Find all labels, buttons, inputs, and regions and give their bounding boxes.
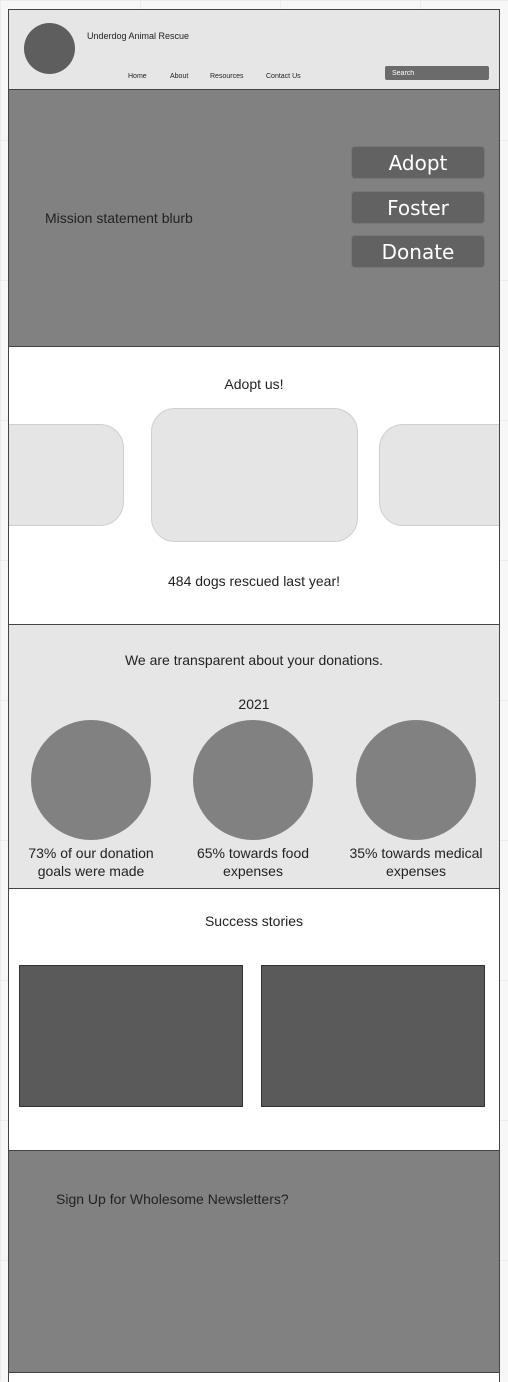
stat-label-line: goals were made bbox=[37, 863, 145, 879]
stat-label-line: 73% of our donation bbox=[28, 845, 154, 861]
donate-button[interactable]: Donate bbox=[351, 235, 485, 268]
stat-label-line: 65% towards food bbox=[196, 845, 310, 861]
nav-about[interactable]: About bbox=[170, 73, 189, 80]
newsletter-signup-title[interactable]: Sign Up for Wholesome Newsletters? bbox=[56, 1191, 289, 1207]
logo[interactable] bbox=[24, 23, 75, 74]
story-card-2[interactable] bbox=[261, 965, 485, 1107]
org-name: Underdog Animal Rescue bbox=[87, 31, 190, 41]
adopt-title: Adopt us! bbox=[224, 376, 284, 392]
pet-card-right[interactable] bbox=[379, 424, 499, 526]
stat-label-goals: 73% of our donation goals were made bbox=[10, 844, 172, 880]
success-stories-section: Success stories bbox=[9, 889, 499, 1151]
search-input[interactable] bbox=[385, 66, 489, 80]
pet-card-center[interactable] bbox=[151, 408, 358, 542]
newsletter-section: Sign Up for Wholesome Newsletters? bbox=[9, 1151, 499, 1373]
site-header: Underdog Animal Rescue Home About Resour… bbox=[9, 10, 499, 90]
nav-home[interactable]: Home bbox=[128, 73, 147, 80]
donations-year: 2021 bbox=[238, 696, 270, 712]
pet-card-left[interactable] bbox=[9, 424, 124, 526]
stories-title: Success stories bbox=[204, 913, 304, 929]
stat-circle-food bbox=[193, 720, 313, 840]
stat-circle-medical bbox=[356, 720, 476, 840]
stat-circle-goals bbox=[31, 720, 151, 840]
hero-section: Mission statement blurb Adopt Foster Don… bbox=[9, 90, 499, 347]
story-card-1[interactable] bbox=[19, 965, 243, 1107]
stat-label-line: 35% towards medical bbox=[349, 845, 483, 861]
nav-resources[interactable]: Resources bbox=[210, 73, 244, 80]
donations-title: We are transparent about your donations. bbox=[124, 652, 384, 668]
adopt-section: Adopt us! 484 dogs rescued last year! bbox=[9, 347, 499, 625]
page-frame: Underdog Animal Rescue Home About Resour… bbox=[8, 9, 500, 1382]
mission-statement: Mission statement blurb bbox=[45, 210, 193, 226]
rescued-count-text: 484 dogs rescued last year! bbox=[168, 573, 340, 589]
stat-label-medical: 35% towards medical expenses bbox=[335, 844, 497, 880]
stat-label-line: expenses bbox=[223, 863, 283, 879]
foster-button[interactable]: Foster bbox=[351, 191, 485, 224]
donations-section: We are transparent about your donations.… bbox=[9, 625, 499, 889]
stat-label-food: 65% towards food expenses bbox=[172, 844, 334, 880]
stat-label-line: expenses bbox=[386, 863, 446, 879]
adopt-button[interactable]: Adopt bbox=[351, 146, 485, 179]
nav-contact-us[interactable]: Contact Us bbox=[266, 73, 301, 80]
